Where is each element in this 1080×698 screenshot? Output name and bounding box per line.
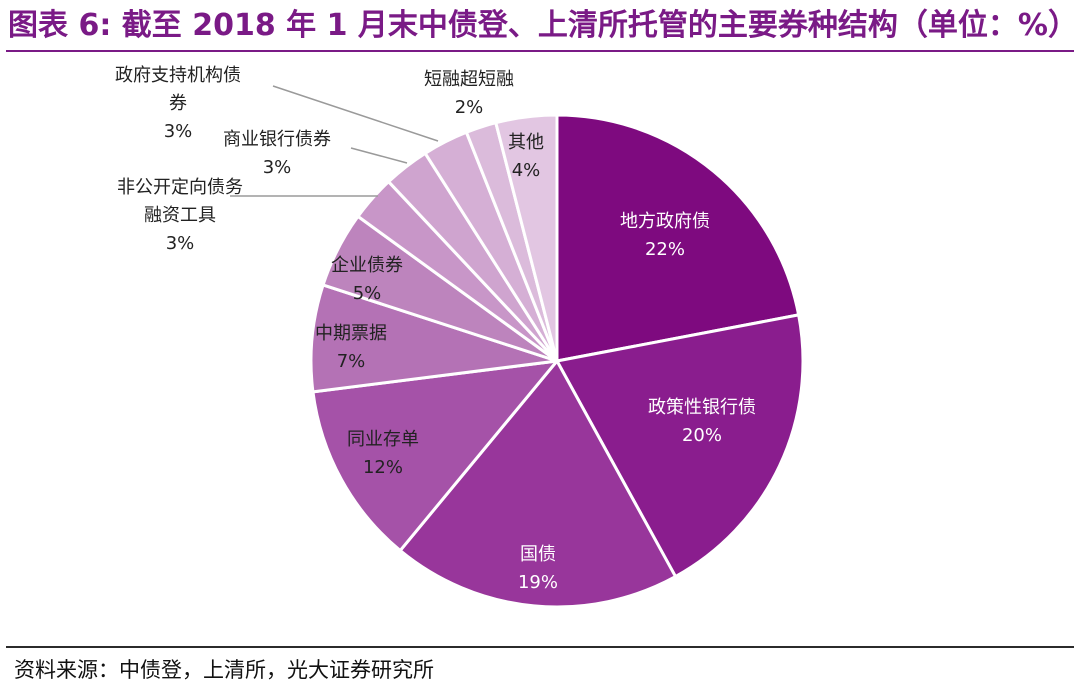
slice-value-label: 19% xyxy=(518,572,558,593)
slice-name-label: 政策性银行债 xyxy=(648,397,756,418)
leader-line xyxy=(350,147,408,164)
slice-name-label: 券 xyxy=(169,93,187,114)
source-note: 资料来源：中债登，上清所，光大证券研究所 xyxy=(14,658,434,682)
slice-name-label: 短融超短融 xyxy=(424,69,514,90)
slice-value-label: 3% xyxy=(166,233,195,254)
pie-slice xyxy=(494,113,559,363)
slice-value-label: 5% xyxy=(353,283,382,304)
pie-slice xyxy=(309,283,559,394)
slice-value-label: 7% xyxy=(337,351,366,372)
slice-name-label: 非公开定向债务 xyxy=(117,177,243,198)
slice-name-label: 地方政府债 xyxy=(620,211,710,232)
slice-value-label: 3% xyxy=(164,121,193,142)
pie-slice xyxy=(555,113,801,363)
title-divider xyxy=(6,50,1074,52)
slice-name-label: 其他 xyxy=(508,132,544,153)
slice-name-label: 政府支持机构债 xyxy=(115,65,241,86)
slice-name-label: 融资工具 xyxy=(144,205,216,226)
slice-name-label: 同业存单 xyxy=(347,429,419,450)
leader-line xyxy=(272,85,439,142)
slice-name-label: 国债 xyxy=(520,544,556,565)
slice-value-label: 22% xyxy=(645,239,685,260)
slice-value-label: 12% xyxy=(363,457,403,478)
slice-value-label: 2% xyxy=(455,97,484,118)
slice-name-label: 企业债券 xyxy=(331,255,403,276)
chart-title: 图表 6: 截至 2018 年 1 月末中债登、上清所托管的主要券种结构（单位：… xyxy=(8,8,1072,43)
slice-value-label: 3% xyxy=(263,157,292,178)
pie-slice xyxy=(398,359,678,609)
footer-divider xyxy=(6,646,1074,648)
slice-value-label: 20% xyxy=(682,425,722,446)
pie-slice xyxy=(311,359,559,553)
slice-name-label: 中期票据 xyxy=(315,323,387,344)
slice-value-label: 4% xyxy=(512,160,541,181)
pie-slice xyxy=(555,313,805,579)
slice-name-label: 商业银行债券 xyxy=(223,129,331,150)
